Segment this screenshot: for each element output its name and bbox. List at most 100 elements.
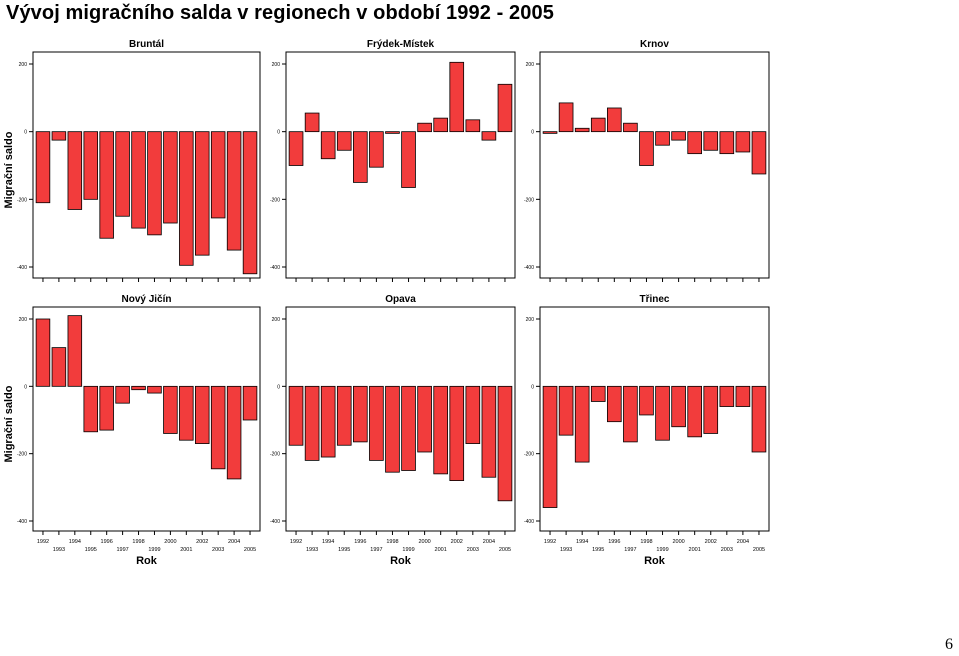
y-tick-label: 0 xyxy=(24,384,27,390)
bar xyxy=(639,131,654,166)
y-tick-label: -400 xyxy=(270,519,280,525)
bar xyxy=(574,127,590,133)
x-tick-label: 2005 xyxy=(499,547,511,553)
bar xyxy=(320,385,336,458)
bar xyxy=(558,385,574,436)
x-tick-label: 2003 xyxy=(212,547,224,553)
panel-title: Frýdek-Místek xyxy=(367,39,435,50)
y-axis-label: Migrační saldo xyxy=(3,131,15,208)
bar xyxy=(433,117,448,133)
bar xyxy=(385,385,400,473)
bar xyxy=(35,131,51,204)
panel-frame xyxy=(539,306,770,532)
bar xyxy=(687,131,702,155)
bar xyxy=(179,385,194,441)
bar xyxy=(195,385,210,444)
y-tick-label: 0 xyxy=(277,384,280,390)
bar xyxy=(401,385,416,471)
x-axis-label: Rok xyxy=(390,555,412,567)
x-tick-label: 1999 xyxy=(148,547,160,553)
y-tick-label: -200 xyxy=(524,197,534,203)
bar xyxy=(719,131,735,155)
x-tick-label: 1998 xyxy=(386,539,398,545)
x-tick-label: 1995 xyxy=(338,547,350,553)
x-tick-label: 1995 xyxy=(85,547,97,553)
bar xyxy=(163,385,178,434)
bar xyxy=(320,131,336,160)
panel-frame xyxy=(285,306,516,532)
bar xyxy=(449,61,465,133)
y-tick-label: -400 xyxy=(17,519,27,525)
bar xyxy=(623,385,638,443)
bar xyxy=(590,117,606,133)
x-tick-label: 1996 xyxy=(101,539,113,545)
bar xyxy=(288,385,304,446)
y-tick-label: -200 xyxy=(524,452,534,458)
bar xyxy=(131,385,146,391)
x-tick-label: 2001 xyxy=(180,547,192,553)
bar xyxy=(751,385,767,453)
x-tick-label: 1994 xyxy=(576,539,588,545)
bar xyxy=(353,385,368,443)
x-tick-label: 2002 xyxy=(705,539,717,545)
bar xyxy=(671,385,686,428)
y-tick-label: -400 xyxy=(524,519,534,525)
x-tick-label: 2000 xyxy=(672,539,684,545)
chart-panel: Nový Jičín2000-200-400199219931994199519… xyxy=(3,294,261,567)
bar xyxy=(163,131,178,224)
y-tick-label: 0 xyxy=(531,384,534,390)
bar xyxy=(703,131,719,151)
x-tick-label: 1999 xyxy=(656,547,668,553)
x-tick-label: 2002 xyxy=(451,539,463,545)
x-tick-label: 1993 xyxy=(53,547,65,553)
y-tick-label: -200 xyxy=(17,452,27,458)
bar xyxy=(465,385,481,444)
x-tick-label: 2003 xyxy=(467,547,479,553)
panel-title: Třinec xyxy=(639,294,669,305)
x-tick-label: 2005 xyxy=(244,547,256,553)
bar xyxy=(735,385,751,407)
bar xyxy=(433,385,448,475)
x-tick-label: 2000 xyxy=(164,539,176,545)
bar xyxy=(655,131,670,146)
y-tick-label: -200 xyxy=(17,197,27,203)
bar xyxy=(147,385,162,394)
bar xyxy=(481,385,497,478)
x-tick-label: 2001 xyxy=(435,547,447,553)
chart-panel: Bruntál 200 0 -200 -400 Migrační saldo xyxy=(3,39,261,282)
x-tick-label: 1999 xyxy=(402,547,414,553)
bar xyxy=(497,83,513,133)
bar xyxy=(115,131,130,217)
panel-frame xyxy=(539,51,770,279)
x-tick-label: 1994 xyxy=(322,539,334,545)
y-tick-label: 200 xyxy=(272,62,281,68)
chart-panel: Třinec2000-200-4001992199319941995199619… xyxy=(524,294,770,567)
bar xyxy=(353,131,368,183)
y-tick-label: -400 xyxy=(524,265,534,271)
bar xyxy=(719,385,735,407)
bar xyxy=(67,315,83,387)
panel-frame xyxy=(32,51,261,279)
bar xyxy=(179,131,194,266)
bar xyxy=(607,385,622,423)
y-tick-label: 200 xyxy=(272,317,281,323)
bar xyxy=(51,347,67,387)
x-tick-label: 1998 xyxy=(640,539,652,545)
x-tick-label: 1998 xyxy=(132,539,144,545)
y-tick-label: 200 xyxy=(526,317,535,323)
bar xyxy=(558,102,574,133)
panel-title: Krnov xyxy=(640,39,669,50)
bar xyxy=(304,112,320,133)
y-tick-label: -400 xyxy=(17,265,27,271)
x-tick-label: 1995 xyxy=(592,547,604,553)
panel-frame xyxy=(32,306,261,532)
bar xyxy=(99,385,114,431)
x-axis-label: Rok xyxy=(136,555,158,567)
bar xyxy=(687,385,702,438)
bar xyxy=(99,131,114,239)
x-tick-label: 1997 xyxy=(370,547,382,553)
y-tick-label: -400 xyxy=(270,265,280,271)
x-tick-label: 2001 xyxy=(689,547,701,553)
bar xyxy=(210,131,226,219)
